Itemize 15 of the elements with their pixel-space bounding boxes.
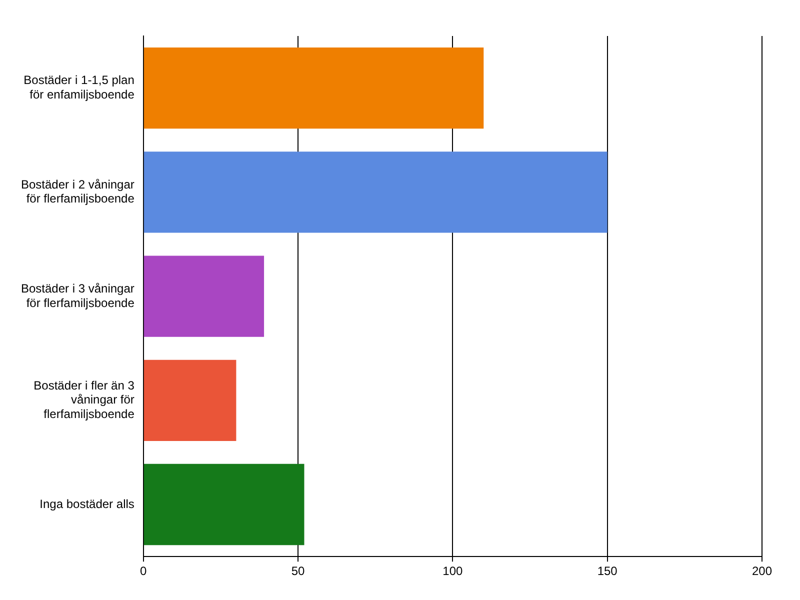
y-tick-label: Bostäder i 1-1,5 plan för enfamiljsboende (24, 73, 135, 102)
x-tick-label: 100 (442, 564, 464, 578)
x-tick-label: 200 (752, 564, 772, 578)
bar (144, 360, 236, 442)
y-tick-label: Bostäder i 2 våningar för flerfamiljsboende (20, 177, 135, 206)
x-tick-label: 50 (291, 564, 306, 578)
bar (144, 464, 304, 546)
y-tick-label: Bostäder i fler än 3 våningar för flerfamiljsboende (34, 378, 135, 422)
bar (144, 256, 264, 337)
bar (144, 47, 484, 129)
y-tick-label: Bostäder i 3 våningar för flerfamiljsboende (20, 281, 135, 310)
x-tick-label: 150 (597, 564, 618, 578)
bar (144, 152, 608, 233)
y-tick-label: Inga bostäder alls (40, 496, 134, 511)
x-tick-label: 0 (140, 564, 148, 578)
